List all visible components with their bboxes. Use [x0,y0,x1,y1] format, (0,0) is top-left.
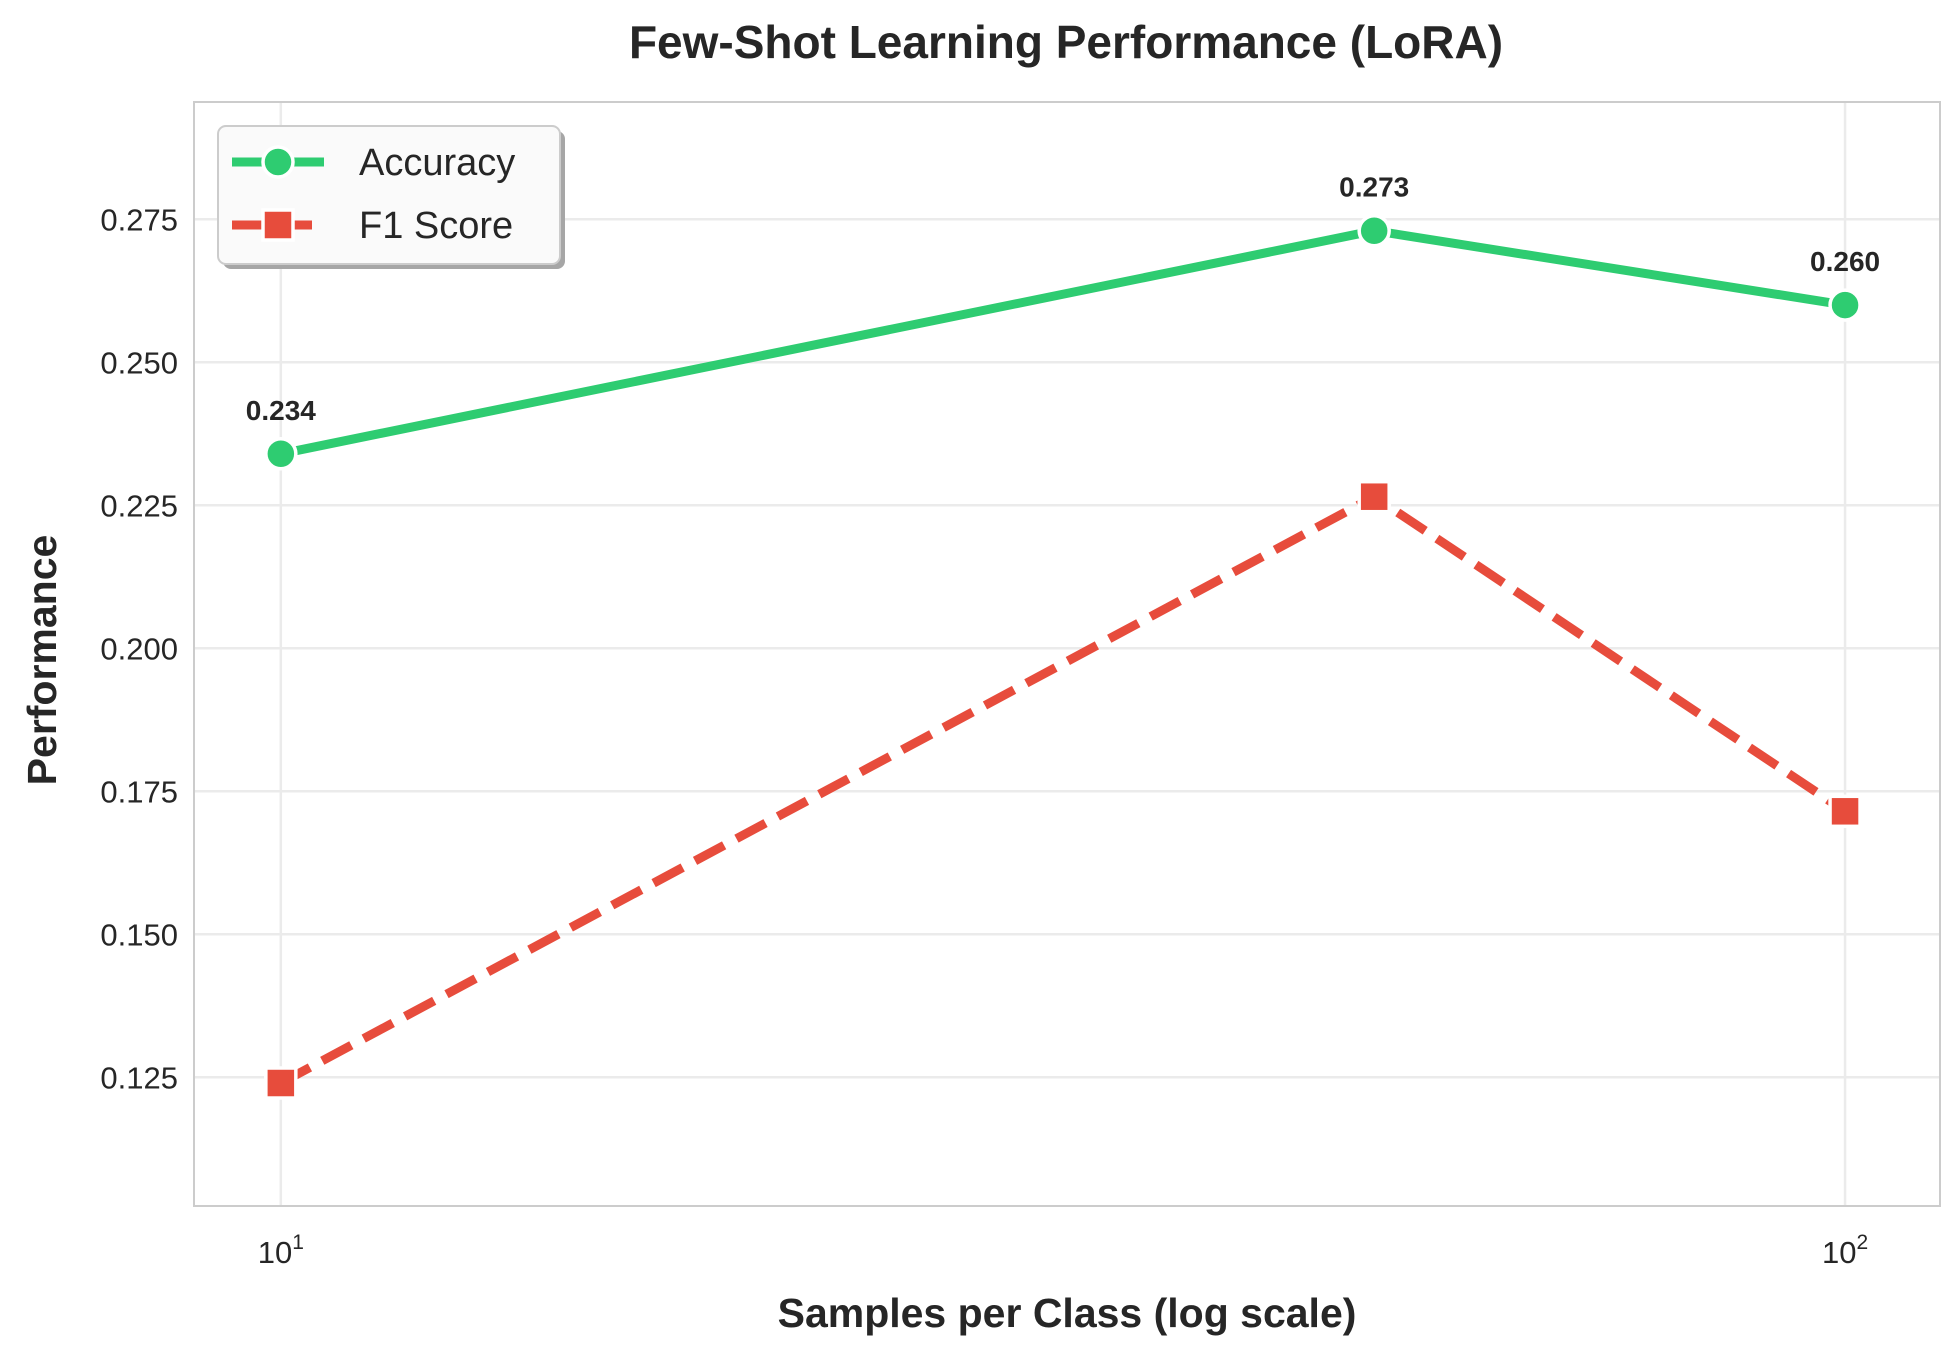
legend-label: Accuracy [359,142,515,184]
y-axis-label: Performance [19,535,65,786]
data-labels: 0.234 0.273 0.260 [246,172,1880,426]
series-layer [264,213,1862,1100]
tick-labels: 0.125 0.150 0.175 0.200 0.225 0.250 0.275 101 10… [100,202,1868,1270]
y-tick-label: 0.150 [100,917,178,952]
data-label: 0.273 [1339,172,1409,203]
plot-frame [193,101,1941,1207]
plot-area [194,102,1940,1206]
x-tick-label: 101 [258,1231,304,1270]
x-axis-label: Samples per Class (log scale) [778,1290,1357,1336]
legend-label: F1 Score [359,205,513,247]
y-tick-label: 0.275 [100,202,178,237]
data-point [264,1066,298,1100]
y-tick-label: 0.225 [100,488,178,523]
legend: Accuracy F1 Score [217,125,565,269]
grid-lines [194,102,1940,1206]
data-point [1357,213,1391,248]
data-label: 0.234 [246,395,316,426]
data-point [1828,794,1862,829]
chart-title: Few-Shot Learning Performance (LoRA) [629,16,1503,68]
y-tick-label: 0.125 [100,1060,178,1095]
legend-marker [261,145,295,179]
y-tick-label: 0.200 [100,631,178,666]
legend-marker [261,208,295,242]
y-tick-label: 0.250 [100,345,178,380]
data-label: 0.260 [1810,246,1880,277]
y-tick-label: 0.175 [100,774,178,809]
x-tick-label: 102 [1822,1231,1868,1270]
data-point [264,437,298,471]
data-point [1828,288,1862,322]
data-point [1357,479,1391,514]
